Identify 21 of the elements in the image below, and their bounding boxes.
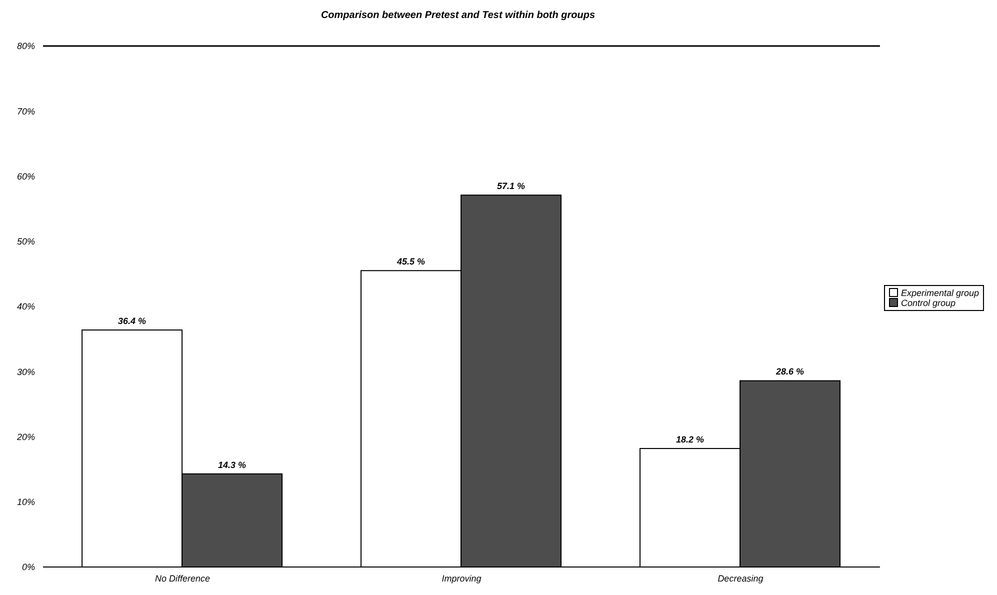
y-tick-label: 20% [16, 432, 35, 442]
data-label: 28.6 % [775, 366, 804, 377]
legend-label: Control group [900, 298, 956, 308]
x-tick-label: Improving [442, 573, 482, 584]
x-tick-label: No Difference [154, 573, 210, 584]
x-tick-label: Decreasing [718, 573, 764, 584]
y-tick-label: 30% [16, 366, 35, 377]
y-tick-label: 60% [16, 171, 35, 182]
data-label: 36.4 % [118, 316, 146, 326]
data-label: 45.5 % [396, 256, 426, 267]
y-tick-label: 70% [16, 106, 35, 116]
chart-title: Comparison between Pretest and Test within both groups [320, 10, 596, 21]
data-label: 18.2 % [676, 434, 704, 444]
data-label: 14.3 % [218, 460, 246, 470]
y-tick-label: 10% [16, 497, 35, 508]
data-label: 57.1 % [497, 181, 526, 192]
y-tick-label: 0% [22, 562, 35, 572]
y-tick-label: 50% [16, 236, 35, 247]
legend-label: Experimental group [900, 288, 979, 298]
y-tick-label: 40% [16, 302, 35, 312]
y-tick-label: 80% [16, 41, 35, 52]
